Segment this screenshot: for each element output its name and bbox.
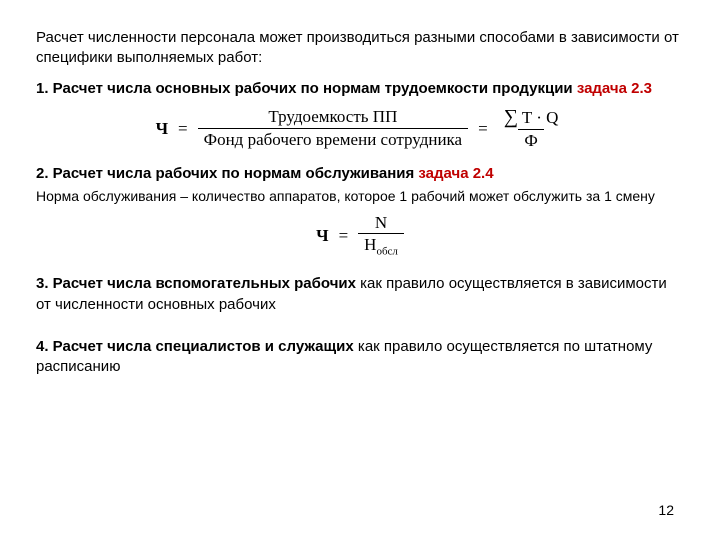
- section-2-note: Норма обслуживания – количество аппарато…: [36, 187, 684, 205]
- formula-2-lhs: Ч: [316, 226, 328, 246]
- section-1-title: 1. Расчет числа основных рабочих по норм…: [36, 80, 577, 97]
- frac2-numerator: ∑ T · Q: [498, 107, 565, 129]
- formula-2: Ч = N Нобсл: [36, 213, 684, 259]
- den-base: Н: [364, 235, 376, 254]
- sigma-icon: ∑: [504, 107, 518, 128]
- frac1-denominator: Фонд рабочего времени сотрудника: [198, 128, 468, 150]
- section-4-title: 4. Расчет числа специалистов и служащих: [36, 338, 358, 355]
- formula-2-fraction: N Нобсл: [358, 213, 404, 259]
- frac-den: Нобсл: [358, 233, 404, 258]
- section-3-title: 3. Расчет числа вспомогательных рабочих: [36, 275, 360, 292]
- frac1-numerator: Трудоемкость ПП: [262, 107, 403, 128]
- section-1-heading: 1. Расчет числа основных рабочих по норм…: [36, 79, 684, 99]
- frac2-denominator: Ф: [518, 129, 543, 151]
- page-number: 12: [658, 502, 674, 518]
- section-1-task: задача 2.3: [577, 80, 652, 97]
- formula-1-lhs: Ч: [156, 119, 168, 139]
- equals-sign: =: [478, 119, 488, 139]
- section-2-task: задача 2.4: [418, 165, 493, 182]
- section-2-title: 2. Расчет числа рабочих по нормам обслуж…: [36, 165, 418, 182]
- section-2-heading: 2. Расчет числа рабочих по нормам обслуж…: [36, 164, 684, 184]
- formula-1-fraction-1: Трудоемкость ПП Фонд рабочего времени со…: [198, 107, 468, 149]
- equals-sign: =: [178, 119, 188, 139]
- frac2-num-expr: T · Q: [522, 108, 559, 127]
- den-sub: обсл: [376, 246, 397, 258]
- slide-page: Расчет численности персонала может произ…: [0, 0, 720, 540]
- formula-1: Ч = Трудоемкость ПП Фонд рабочего времен…: [36, 107, 684, 151]
- section-3-heading: 3. Расчет числа вспомогательных рабочих …: [36, 274, 684, 315]
- section-4-heading: 4. Расчет числа специалистов и служащих …: [36, 337, 684, 378]
- equals-sign: =: [339, 226, 349, 246]
- formula-1-fraction-2: ∑ T · Q Ф: [498, 107, 565, 151]
- intro-text: Расчет численности персонала может произ…: [36, 28, 684, 69]
- frac-num: N: [369, 213, 393, 234]
